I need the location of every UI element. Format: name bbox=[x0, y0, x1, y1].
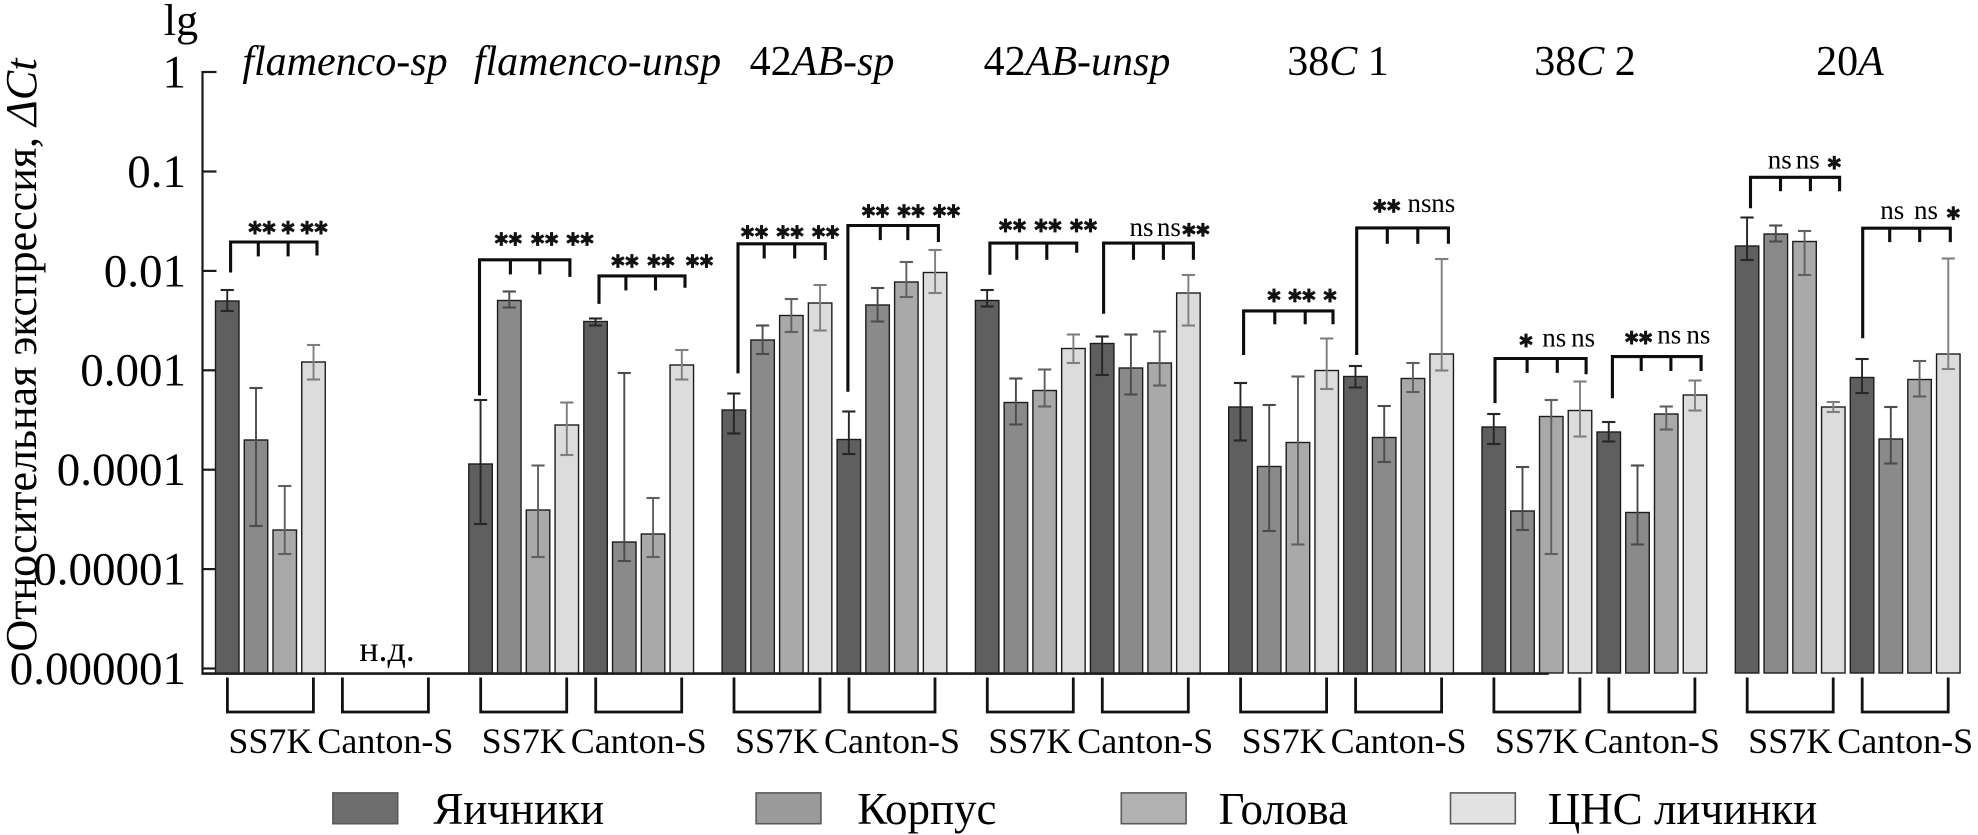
svg-text:flamenco-unsp: flamenco-unsp bbox=[474, 39, 721, 85]
svg-text:Canton-S: Canton-S bbox=[1837, 721, 1973, 761]
svg-text:Голова: Голова bbox=[1219, 784, 1349, 834]
svg-text:ns: ns bbox=[1157, 212, 1181, 242]
svg-text:ns: ns bbox=[1914, 195, 1938, 225]
svg-text:38C 1: 38C 1 bbox=[1287, 39, 1389, 85]
svg-text:SS7K: SS7K bbox=[988, 721, 1072, 761]
svg-text:Относительная экспрессия, ΔCt: Относительная экспрессия, ΔCt bbox=[0, 57, 46, 652]
svg-text:ns: ns bbox=[1542, 323, 1566, 353]
svg-text:Canton-S: Canton-S bbox=[317, 721, 453, 761]
svg-text:Яичники: Яичники bbox=[433, 784, 604, 834]
svg-text:ns: ns bbox=[1768, 145, 1792, 175]
svg-text:SS7K: SS7K bbox=[482, 721, 566, 761]
svg-text:ns: ns bbox=[1796, 145, 1820, 175]
svg-text:ns: ns bbox=[1571, 323, 1595, 353]
svg-text:0.000001: 0.000001 bbox=[10, 643, 186, 695]
svg-text:ns: ns bbox=[1880, 195, 1904, 225]
svg-text:Корпус: Корпус bbox=[857, 784, 996, 834]
svg-text:42AB-unsp: 42AB-unsp bbox=[984, 39, 1171, 85]
svg-text:SS7K: SS7K bbox=[228, 721, 312, 761]
svg-text:20A: 20A bbox=[1816, 39, 1884, 85]
svg-text:Canton-S: Canton-S bbox=[571, 721, 707, 761]
svg-text:Canton-S: Canton-S bbox=[1331, 721, 1467, 761]
svg-text:ns: ns bbox=[1431, 188, 1455, 218]
svg-text:SS7K: SS7K bbox=[735, 721, 819, 761]
svg-text:0.0001: 0.0001 bbox=[57, 444, 186, 496]
svg-text:ns: ns bbox=[1686, 320, 1710, 350]
svg-text:Canton-S: Canton-S bbox=[1584, 721, 1720, 761]
svg-text:flamenco-sp: flamenco-sp bbox=[242, 39, 447, 85]
svg-text:0.01: 0.01 bbox=[104, 245, 186, 297]
svg-text:SS7K: SS7K bbox=[1495, 721, 1579, 761]
svg-text:SS7K: SS7K bbox=[1242, 721, 1326, 761]
svg-text:0.00001: 0.00001 bbox=[33, 544, 186, 596]
svg-text:38C 2: 38C 2 bbox=[1534, 39, 1636, 85]
svg-text:0.001: 0.001 bbox=[80, 345, 186, 397]
svg-text:42AB-sp: 42AB-sp bbox=[750, 39, 895, 85]
svg-text:lg: lg bbox=[164, 0, 198, 45]
svg-text:ns: ns bbox=[1407, 188, 1431, 218]
svg-text:SS7K: SS7K bbox=[1748, 721, 1832, 761]
svg-text:ns: ns bbox=[1129, 212, 1153, 242]
svg-text:ns: ns bbox=[1657, 320, 1681, 350]
svg-text:н.д.: н.д. bbox=[359, 629, 415, 669]
svg-text:0.1: 0.1 bbox=[127, 146, 186, 198]
svg-text:Canton-S: Canton-S bbox=[1077, 721, 1213, 761]
svg-text:ЦНС личинки: ЦНС личинки bbox=[1548, 784, 1818, 834]
svg-text:1: 1 bbox=[163, 46, 187, 98]
svg-text:Canton-S: Canton-S bbox=[824, 721, 960, 761]
